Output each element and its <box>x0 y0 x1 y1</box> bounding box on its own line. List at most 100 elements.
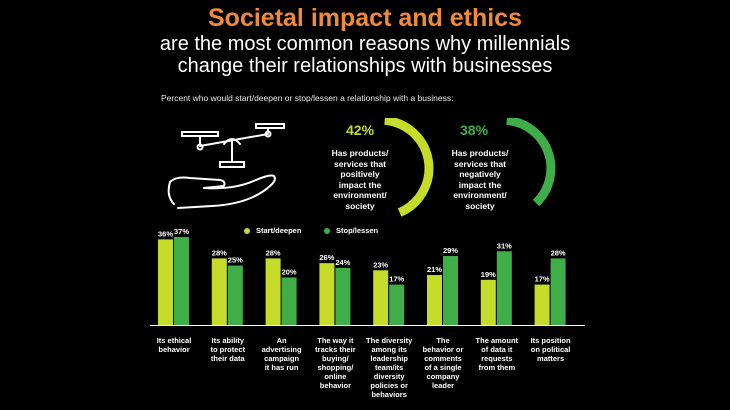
legend-swatch-stop <box>324 228 330 235</box>
category-label-line: behavior <box>319 381 352 390</box>
category-label-line: tracks their <box>315 345 356 354</box>
page-title: Societal impact and ethics <box>208 4 522 32</box>
illustration <box>167 123 285 209</box>
legend-item-stop: Stop/lessen <box>324 226 378 235</box>
category-label-line: leadership <box>370 354 408 363</box>
stat-positive-description: Has products/ services that positively i… <box>320 148 400 211</box>
category-label: The way it tracks their buying/shopping/on… <box>305 336 365 390</box>
stat-line: impact the <box>458 179 502 190</box>
legend-label-stop: Stop/lessen <box>336 226 379 235</box>
stat-line: society <box>465 200 495 211</box>
stat-positive: 42% Has products/ services that positive… <box>318 118 468 223</box>
legend-item-start: Start/deepen <box>244 226 301 235</box>
bar-start <box>480 279 496 325</box>
bar-stop <box>550 258 566 325</box>
category-label: An advertising campaign it has run <box>252 336 312 372</box>
bar-start <box>427 275 442 325</box>
category-label-line: on political <box>530 345 571 354</box>
category-label-line: of data it <box>481 345 513 354</box>
data-label: 20% <box>282 267 297 276</box>
stat-positive-arc <box>384 118 434 217</box>
category-label-line: The amount <box>475 336 519 345</box>
open-hand-icon <box>167 174 276 209</box>
bar-start <box>373 270 389 325</box>
bar-stop <box>335 267 351 325</box>
category-label-line: online <box>324 372 347 381</box>
data-label: 31% <box>497 241 512 250</box>
category-label-line: leader <box>431 381 455 390</box>
category-label-line: An <box>276 336 287 345</box>
category-label-line: The diversity <box>366 336 413 345</box>
bar-stop <box>443 256 458 325</box>
data-label: 28% <box>551 248 566 257</box>
category-label-line: behaviors <box>371 390 407 399</box>
bar-stop <box>389 284 405 325</box>
data-label: 29% <box>443 246 458 255</box>
data-label: 23% <box>373 260 388 269</box>
subtitle-line-2: change their relationships with business… <box>177 55 553 77</box>
category-label-line: their data <box>210 354 245 363</box>
stat-line: impact the <box>338 179 382 190</box>
bar-start <box>534 284 550 325</box>
category-label: Its position on political matters <box>521 336 581 363</box>
lead-text: Percent who would start/deepen or stop/l… <box>161 93 454 103</box>
bar-start <box>158 239 173 325</box>
stat-line: Has products/ <box>451 148 509 158</box>
data-label: 28% <box>212 248 227 257</box>
category-label-line: Its ability <box>211 336 245 345</box>
data-label: 24% <box>335 258 350 267</box>
category-label-line: Its ethical <box>156 336 192 345</box>
subtitle-line-1: are the most common reasons why millenni… <box>159 33 571 55</box>
category-label-line: campaign <box>264 354 300 363</box>
category-label-line: Its position <box>530 336 571 345</box>
stat-positive-percent: 42% <box>346 122 375 138</box>
category-label-line: it has run <box>264 363 299 372</box>
stat-line: services that <box>454 158 506 169</box>
data-label: 17% <box>535 275 550 284</box>
data-label: 25% <box>228 256 243 265</box>
category-label-line: team/its <box>375 363 404 372</box>
data-label: 28% <box>266 248 281 257</box>
bar-stop <box>227 265 243 325</box>
scales-icon <box>181 123 285 168</box>
bar-start <box>211 258 227 325</box>
category-label-line: The <box>436 336 450 345</box>
category-label-line: requests <box>481 354 513 363</box>
category-label: Its ability to protect their data <box>198 336 258 363</box>
bar-stop <box>496 251 512 325</box>
category-label-line: behavior or <box>422 345 464 354</box>
bar-start <box>319 263 335 325</box>
stat-line: environment/ <box>453 190 507 200</box>
category-label-line: company <box>426 372 460 381</box>
data-label: 17% <box>389 275 404 284</box>
category-label-line: comments <box>424 354 462 363</box>
stat-line: negatively <box>459 169 501 179</box>
data-label: 21% <box>427 265 442 274</box>
category-label-line: The way it <box>317 336 354 345</box>
category-label-line: of a single <box>424 363 462 372</box>
category-label: The behavior or comments of a single company… <box>413 336 473 390</box>
data-label: 19% <box>481 270 496 279</box>
data-label: 26% <box>319 253 334 262</box>
bar-stop <box>281 277 297 325</box>
data-label: 37% <box>174 227 189 236</box>
category-label: Its ethical behavior <box>144 336 204 354</box>
category-label-line: behavior <box>158 345 190 354</box>
stat-negative-arc <box>506 118 556 207</box>
category-label-line: to protect <box>210 345 246 354</box>
stat-line: services that <box>334 158 386 169</box>
category-label-line: buying/ <box>322 354 349 363</box>
bar-stop <box>174 237 189 325</box>
legend-label-start: Start/deepen <box>256 226 302 235</box>
stat-negative-percent: 38% <box>460 122 489 138</box>
category-label-line: from them <box>478 363 516 372</box>
stat-line: environment/ <box>333 190 387 200</box>
legend-swatch-start <box>244 228 250 235</box>
category-label-line: advertising <box>261 345 302 354</box>
data-label: 36% <box>158 229 173 238</box>
stat-negative-description: Has products/ services that negatively i… <box>440 148 520 211</box>
category-label-line: policies or <box>370 381 408 390</box>
stat-line: society <box>345 200 375 211</box>
category-label-line: shopping/ <box>317 363 354 372</box>
